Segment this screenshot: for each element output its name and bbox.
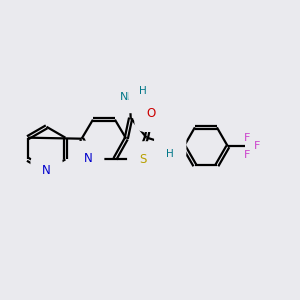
Text: H: H [166,149,174,159]
Text: F: F [243,133,250,143]
Text: F: F [254,141,260,152]
Text: O: O [146,107,155,120]
Text: N: N [166,140,175,153]
Text: H: H [139,86,146,96]
Text: S: S [139,153,146,166]
Text: N: N [42,164,51,177]
Text: F: F [243,150,250,160]
Text: NH₂: NH₂ [119,92,141,102]
Text: N: N [84,152,93,165]
